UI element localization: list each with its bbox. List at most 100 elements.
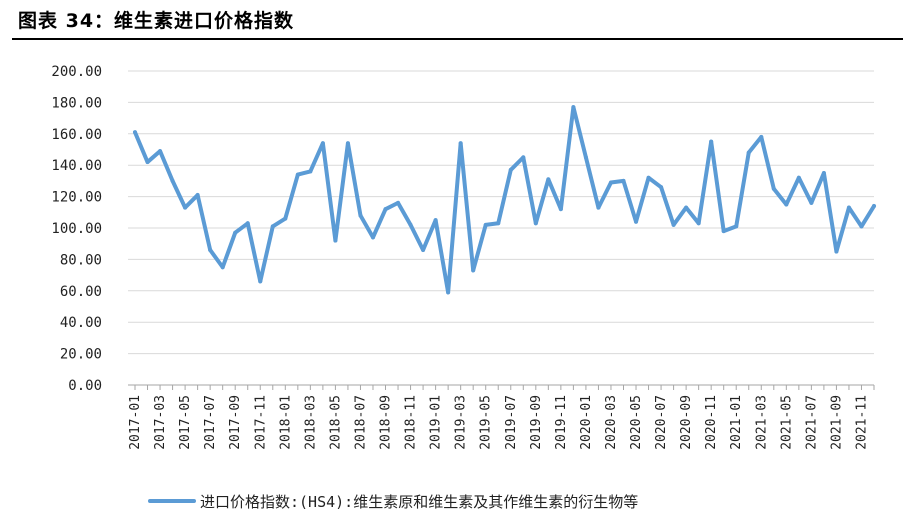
data-point <box>508 167 513 172</box>
data-point <box>784 202 789 207</box>
data-point <box>596 205 601 210</box>
data-point <box>834 249 839 254</box>
data-point <box>446 290 451 295</box>
y-tick-label: 200.00 <box>51 64 102 80</box>
data-point <box>746 150 751 155</box>
data-point <box>583 155 588 160</box>
data-point <box>396 200 401 205</box>
data-point <box>771 186 776 191</box>
x-tick-label: 2017-01 <box>128 395 143 450</box>
data-point <box>408 222 413 227</box>
data-point <box>195 193 200 198</box>
axes <box>128 384 875 390</box>
data-point <box>220 265 225 270</box>
gridlines <box>128 70 874 355</box>
x-tick-label: 2017-05 <box>178 395 193 450</box>
data-point <box>333 238 338 243</box>
data-point <box>433 218 438 223</box>
data-point <box>283 216 288 221</box>
x-tick-label: 2017-09 <box>228 395 243 450</box>
x-tick-label: 2020-01 <box>579 395 594 450</box>
data-point <box>684 205 689 210</box>
x-tick-label: 2020-03 <box>604 395 619 450</box>
x-tick-label: 2021-09 <box>829 395 844 450</box>
data-point <box>846 205 851 210</box>
x-tick-label: 2020-07 <box>654 395 669 450</box>
title-divider <box>12 38 903 40</box>
data-point <box>796 175 801 180</box>
x-tick-label: 2017-03 <box>153 395 168 450</box>
data-point <box>521 155 526 160</box>
data-point <box>546 177 551 182</box>
x-tick-label: 2021-03 <box>754 395 769 450</box>
x-tick-label: 2018-09 <box>379 395 394 450</box>
data-point <box>245 221 250 226</box>
x-tick-label: 2019-01 <box>429 395 444 450</box>
data-point <box>709 139 714 144</box>
y-tick-label: 80.00 <box>60 252 102 268</box>
data-point <box>759 134 764 139</box>
y-tick-label: 120.00 <box>51 190 102 206</box>
data-point <box>483 222 488 227</box>
data-point <box>458 141 463 146</box>
x-tick-label: 2018-01 <box>278 395 293 450</box>
data-point <box>696 221 701 226</box>
x-tick-labels: 2017-01 2017-03 2017-05 2017-07 2017-09 2017-… <box>128 395 869 450</box>
y-tick-labels: 0.00 20.00 40.00 60.00 80.00 100.00 120.00 140.… <box>51 64 102 394</box>
data-point <box>734 224 739 229</box>
y-tick-label: 60.00 <box>60 284 102 300</box>
data-point <box>233 230 238 235</box>
data-point <box>345 141 350 146</box>
y-tick-label: 0.00 <box>68 378 102 394</box>
x-tick-label: 2019-03 <box>454 395 469 450</box>
legend-label: 进口价格指数:(HS4):维生素原和维生素及其作维生素的衍生物等 <box>200 492 639 511</box>
x-tick-label: 2020-11 <box>704 395 719 450</box>
x-tick-label: 2021-07 <box>804 395 819 450</box>
data-point <box>634 219 639 224</box>
data-point <box>721 229 726 234</box>
x-tick-label: 2019-05 <box>479 395 494 450</box>
data-point <box>646 175 651 180</box>
y-tick-label: 40.00 <box>60 315 102 331</box>
data-point <box>471 268 476 273</box>
line-chart: 0.00 20.00 40.00 60.00 80.00 100.00 120.00 140.… <box>51 64 876 450</box>
series-layer <box>133 105 876 295</box>
data-point <box>295 172 300 177</box>
data-point <box>358 213 363 218</box>
figure-title: 图表 34：维生素进口价格指数 <box>18 10 295 32</box>
y-tick-label: 20.00 <box>60 347 102 363</box>
y-tick-label: 100.00 <box>51 221 102 237</box>
data-point <box>133 130 137 135</box>
x-tick-label: 2020-05 <box>629 395 644 450</box>
series-line <box>133 105 876 295</box>
y-tick-label: 140.00 <box>51 158 102 174</box>
y-tick-label: 180.00 <box>51 95 102 111</box>
x-tick-label: 2018-07 <box>353 395 368 450</box>
data-point <box>496 221 501 226</box>
data-point <box>258 279 263 284</box>
data-point <box>383 207 388 212</box>
data-point <box>183 205 188 210</box>
x-tick-label: 2019-11 <box>554 395 569 450</box>
data-point <box>872 204 876 209</box>
x-tick-label: 2018-11 <box>404 395 419 450</box>
x-tick-label: 2017-11 <box>253 395 268 450</box>
x-tick-label: 2021-11 <box>854 395 869 450</box>
data-point <box>533 221 538 226</box>
data-point <box>809 200 814 205</box>
data-point <box>158 149 163 154</box>
x-tick-label: 2018-05 <box>328 395 343 450</box>
x-tick-label: 2020-09 <box>679 395 694 450</box>
data-point <box>608 180 613 185</box>
data-point <box>308 169 313 174</box>
data-point <box>571 105 576 110</box>
x-tick-label: 2019-07 <box>504 395 519 450</box>
data-point <box>170 178 175 183</box>
data-point <box>370 235 375 240</box>
legend-swatch <box>148 499 196 503</box>
x-tick-label: 2021-05 <box>779 395 794 450</box>
data-point <box>270 224 275 229</box>
x-tick-label: 2021-01 <box>729 395 744 450</box>
data-point <box>671 222 676 227</box>
data-point <box>208 247 213 252</box>
